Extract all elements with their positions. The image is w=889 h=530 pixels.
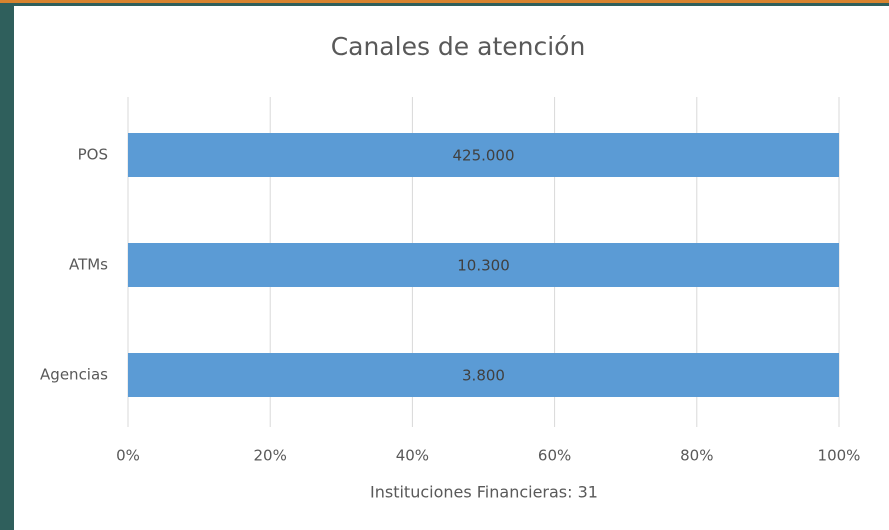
- bar: [128, 133, 839, 177]
- y-tick-label: Agencias: [40, 366, 108, 384]
- data-label: 10.300: [457, 257, 510, 275]
- bar: [128, 243, 839, 287]
- y-tick-label: ATMs: [69, 256, 108, 274]
- x-tick-label: 40%: [396, 447, 429, 465]
- data-label: 425.000: [452, 147, 514, 165]
- data-label: 3.800: [462, 367, 505, 385]
- x-tick-label: 60%: [538, 447, 571, 465]
- bar: [128, 353, 839, 397]
- chart-title: Canales de atención: [331, 32, 586, 61]
- x-axis-label: Instituciones Financieras: 31: [370, 483, 598, 502]
- x-tick-label: 20%: [254, 447, 287, 465]
- y-tick-label: POS: [78, 146, 108, 164]
- x-tick-label: 100%: [818, 447, 861, 465]
- top-accent: [0, 0, 889, 3]
- x-tick-label: 0%: [116, 447, 140, 465]
- x-tick-label: 80%: [680, 447, 713, 465]
